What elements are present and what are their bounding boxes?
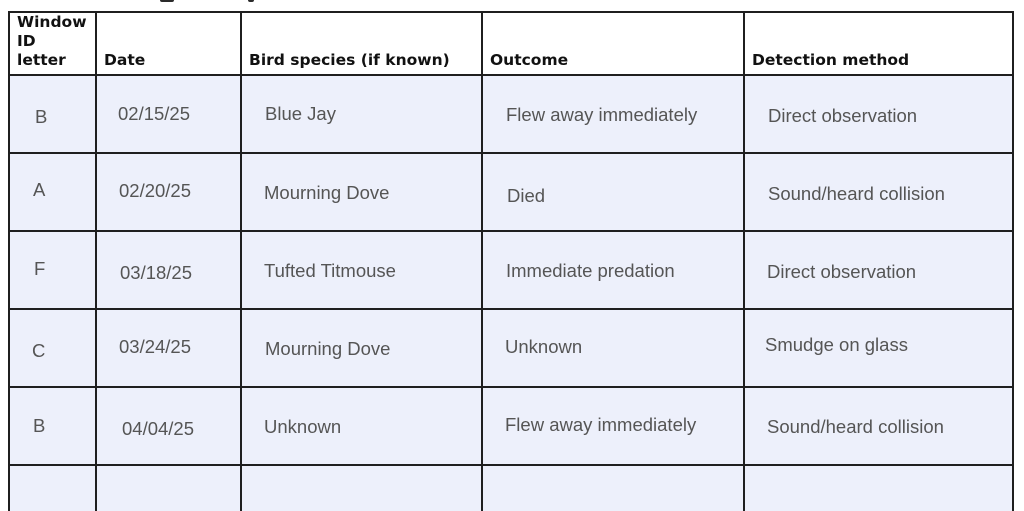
table-row: B 04/04/25 Unknown Flew away immediately… xyxy=(8,386,1014,466)
cell-detection-method: Sound/heard collision xyxy=(743,152,1014,232)
cell-outcome: Flew away immediately xyxy=(481,386,745,466)
header-bird-species: Bird species (if known) xyxy=(240,11,483,76)
table-row: A 02/20/25 Mourning Dove Died Sound/hear… xyxy=(8,152,1014,232)
cell-outcome xyxy=(481,464,745,511)
table-row: F 03/18/25 Tufted Titmouse Immediate pre… xyxy=(8,230,1014,310)
cell-window-id: B xyxy=(8,74,97,154)
cropped-glyph xyxy=(160,0,174,2)
cell-bird-species xyxy=(240,464,483,511)
cell-window-id xyxy=(8,464,97,511)
cell-bird-species: Blue Jay xyxy=(240,74,483,154)
window-collision-log-table: Window ID letter Date Bird species (if k… xyxy=(8,11,1014,511)
cell-outcome: Flew away immediately xyxy=(481,74,745,154)
cell-detection-method: Direct observation xyxy=(743,230,1014,310)
cell-outcome: Immediate predation xyxy=(481,230,745,310)
table-row: B 02/15/25 Blue Jay Flew away immediatel… xyxy=(8,74,1014,154)
cell-detection-method: Smudge on glass xyxy=(743,308,1014,388)
cell-date: 03/24/25 xyxy=(95,308,242,388)
cell-window-id: A xyxy=(8,152,97,232)
cell-date: 03/18/25 xyxy=(95,230,242,310)
header-date: Date xyxy=(95,11,242,76)
table-row-empty xyxy=(8,464,1014,511)
cell-detection-method: Direct observation xyxy=(743,74,1014,154)
cell-date: 02/15/25 xyxy=(95,74,242,154)
cell-detection-method xyxy=(743,464,1014,511)
cell-bird-species: Mourning Dove xyxy=(240,308,483,388)
cell-window-id: B xyxy=(8,386,97,466)
header-window-id: Window ID letter xyxy=(8,11,97,76)
cell-bird-species: Tufted Titmouse xyxy=(240,230,483,310)
header-row: Window ID letter Date Bird species (if k… xyxy=(8,11,1014,76)
cell-date: 04/04/25 xyxy=(95,386,242,466)
cropped-glyph xyxy=(248,0,254,2)
cell-bird-species: Unknown xyxy=(240,386,483,466)
table-row: C 03/24/25 Mourning Dove Unknown Smudge … xyxy=(8,308,1014,388)
cropped-text-remnant xyxy=(0,0,1024,10)
cell-window-id: F xyxy=(8,230,97,310)
cell-outcome: Died xyxy=(481,152,745,232)
header-outcome: Outcome xyxy=(481,11,745,76)
cell-bird-species: Mourning Dove xyxy=(240,152,483,232)
cell-detection-method: Sound/heard collision xyxy=(743,386,1014,466)
cell-outcome: Unknown xyxy=(481,308,745,388)
cell-date xyxy=(95,464,242,511)
cell-date: 02/20/25 xyxy=(95,152,242,232)
cell-window-id: C xyxy=(8,308,97,388)
header-detection-method: Detection method xyxy=(743,11,1014,76)
